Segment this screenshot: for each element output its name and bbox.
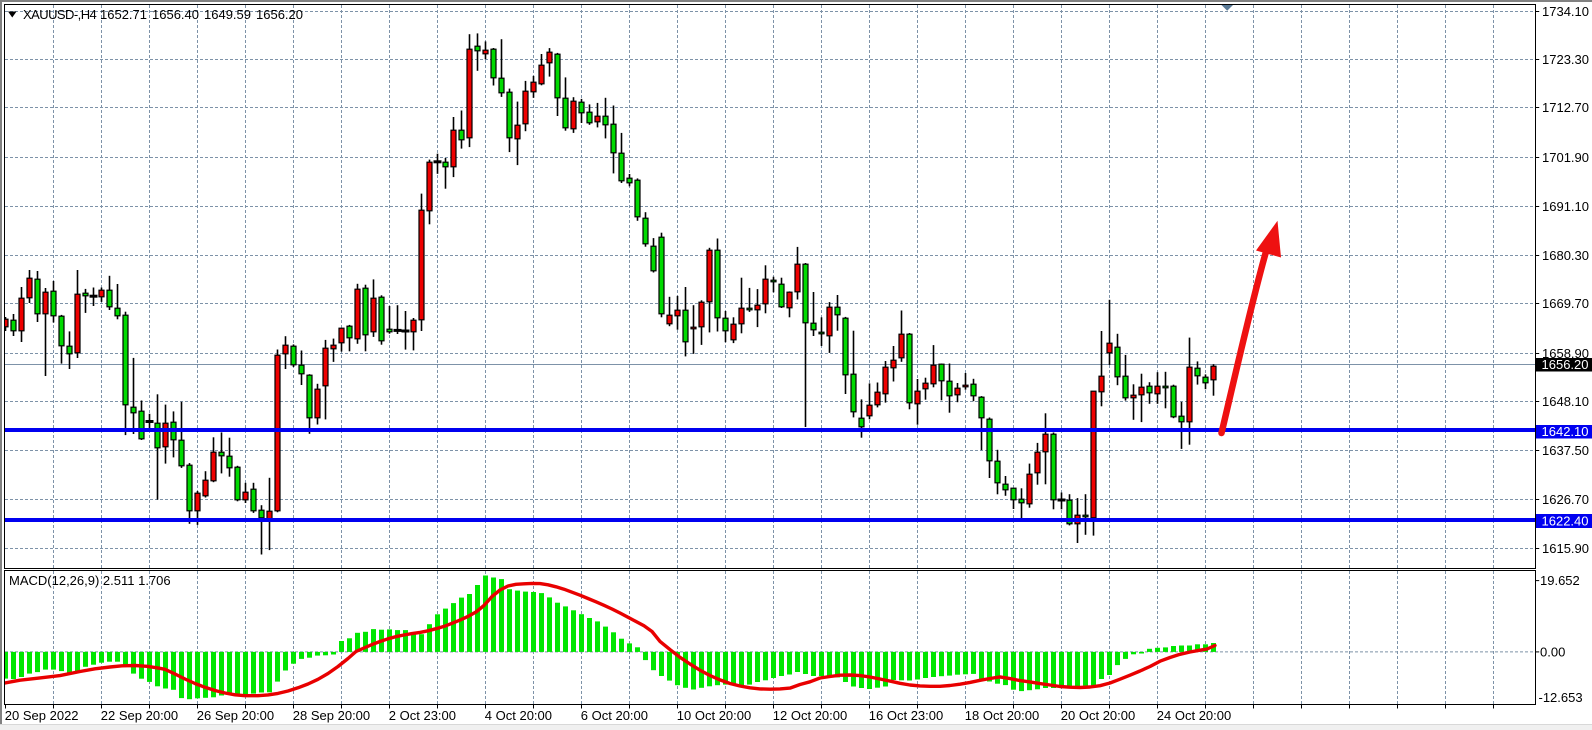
svg-text:1648.10: 1648.10 — [1542, 394, 1589, 409]
svg-text:26 Sep 20:00: 26 Sep 20:00 — [197, 708, 274, 723]
svg-text:10 Oct 20:00: 10 Oct 20:00 — [677, 708, 751, 723]
svg-text:1656.20: 1656.20 — [1542, 357, 1589, 372]
svg-text:1637.50: 1637.50 — [1542, 443, 1589, 458]
svg-text:2 Oct 23:00: 2 Oct 23:00 — [389, 708, 456, 723]
svg-text:XAUUSD-,H4: XAUUSD-,H4 — [23, 7, 97, 22]
svg-text:1649.59: 1649.59 — [204, 7, 251, 22]
svg-text:0.00: 0.00 — [1540, 645, 1565, 660]
svg-text:18 Oct 20:00: 18 Oct 20:00 — [965, 708, 1039, 723]
svg-text:22 Sep 20:00: 22 Sep 20:00 — [101, 708, 178, 723]
svg-text:6 Oct 20:00: 6 Oct 20:00 — [581, 708, 648, 723]
svg-text:1723.30: 1723.30 — [1542, 52, 1589, 67]
svg-text:20 Oct 20:00: 20 Oct 20:00 — [1061, 708, 1135, 723]
svg-text:1652.71: 1652.71 — [100, 7, 147, 22]
svg-text:1680.30: 1680.30 — [1542, 248, 1589, 263]
svg-text:4 Oct 20:00: 4 Oct 20:00 — [485, 708, 552, 723]
svg-text:1691.10: 1691.10 — [1542, 199, 1589, 214]
svg-text:20 Sep 2022: 20 Sep 2022 — [5, 708, 79, 723]
svg-text:28 Sep 20:00: 28 Sep 20:00 — [293, 708, 370, 723]
svg-text:1658.90: 1658.90 — [1542, 346, 1589, 361]
svg-text:1712.70: 1712.70 — [1542, 100, 1589, 115]
svg-text:12 Oct 20:00: 12 Oct 20:00 — [773, 708, 847, 723]
svg-text:1642.10: 1642.10 — [1542, 424, 1589, 439]
svg-text:1669.70: 1669.70 — [1542, 296, 1589, 311]
svg-text:1626.70: 1626.70 — [1542, 492, 1589, 507]
svg-text:1734.10: 1734.10 — [1542, 4, 1589, 19]
svg-text:1656.20: 1656.20 — [256, 7, 303, 22]
svg-text:1656.40: 1656.40 — [152, 7, 199, 22]
svg-text:19.652: 19.652 — [1540, 573, 1580, 588]
svg-text:1622.40: 1622.40 — [1542, 514, 1589, 529]
svg-text:16 Oct 23:00: 16 Oct 23:00 — [869, 708, 943, 723]
svg-text:1615.90: 1615.90 — [1542, 541, 1589, 556]
svg-text:MACD(12,26,9) 2.511 1.706: MACD(12,26,9) 2.511 1.706 — [9, 573, 171, 588]
svg-text:24 Oct 20:00: 24 Oct 20:00 — [1157, 708, 1231, 723]
svg-text:1701.90: 1701.90 — [1542, 150, 1589, 165]
svg-text:-12.653: -12.653 — [1539, 690, 1583, 705]
